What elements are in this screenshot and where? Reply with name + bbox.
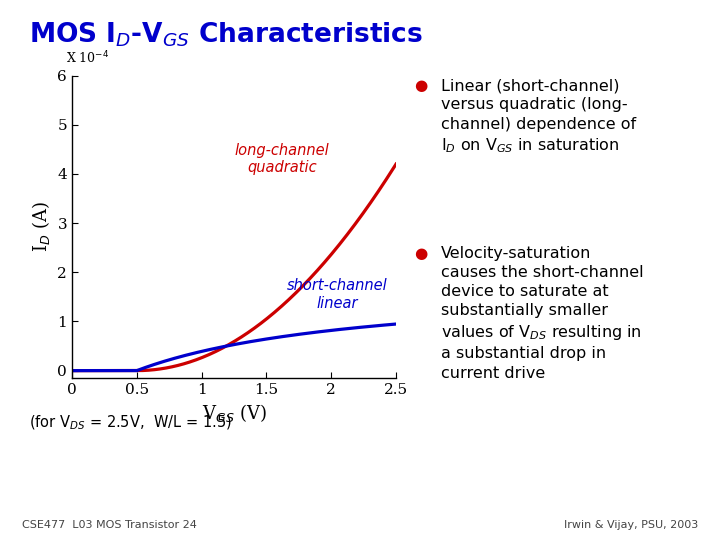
Text: ●: ● — [414, 246, 427, 261]
Text: MOS I$_D$-V$_{GS}$ Characteristics: MOS I$_D$-V$_{GS}$ Characteristics — [29, 21, 423, 49]
X-axis label: V$_{GS}$ (V): V$_{GS}$ (V) — [202, 402, 266, 424]
Text: Linear (short-channel)
versus quadratic (long-
channel) dependence of
I$_D$ on V: Linear (short-channel) versus quadratic … — [441, 78, 636, 156]
Text: short-channel
linear: short-channel linear — [287, 278, 388, 310]
Text: (for V$_{DS}$ = 2.5V,  W/L = 1.5): (for V$_{DS}$ = 2.5V, W/L = 1.5) — [29, 413, 232, 431]
Text: Velocity-saturation
causes the short-channel
device to saturate at
substantially: Velocity-saturation causes the short-cha… — [441, 246, 644, 381]
Y-axis label: I$_D$ (A): I$_D$ (A) — [30, 201, 52, 252]
Text: long-channel
quadratic: long-channel quadratic — [235, 143, 329, 176]
Text: X 10$^{-4}$: X 10$^{-4}$ — [66, 50, 109, 66]
Text: CSE477  L03 MOS Transistor 24: CSE477 L03 MOS Transistor 24 — [22, 520, 197, 530]
Text: Irwin & Vijay, PSU, 2003: Irwin & Vijay, PSU, 2003 — [564, 520, 698, 530]
Text: ●: ● — [414, 78, 427, 93]
